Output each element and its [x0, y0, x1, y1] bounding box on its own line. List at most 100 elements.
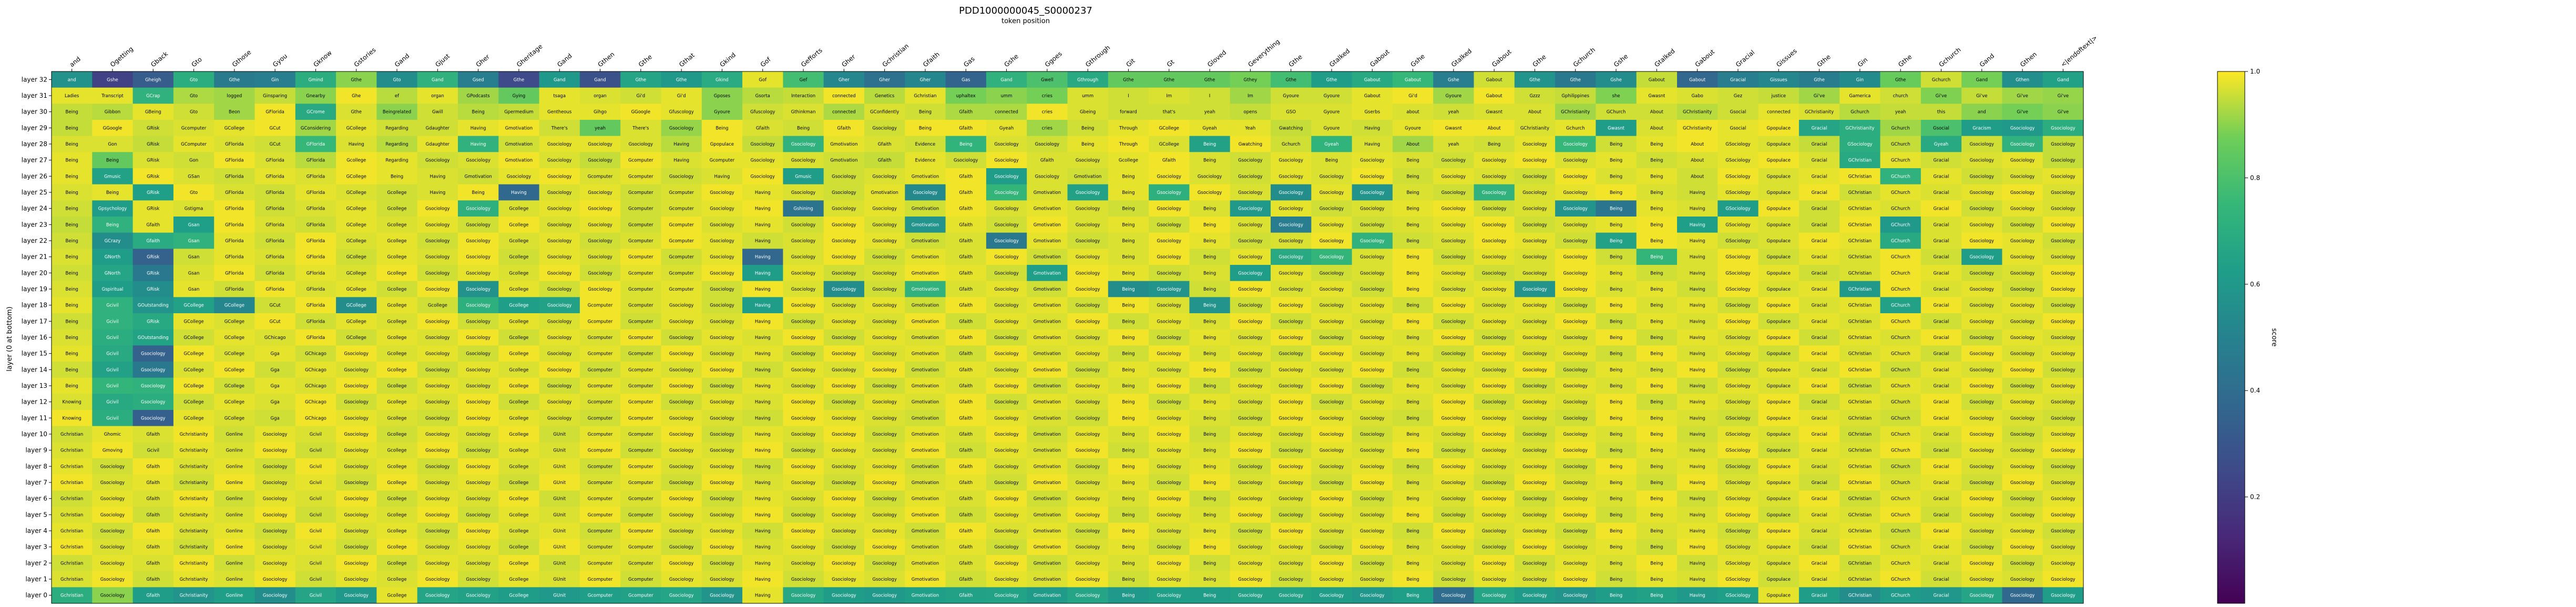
cell-label: Gsan — [188, 271, 200, 276]
cell-label: Gracism — [1972, 126, 1991, 131]
heatmap-cell — [2042, 281, 2084, 297]
cell-label: Gsociology — [1238, 239, 1262, 244]
cell-label: Gcivil — [310, 529, 322, 534]
cell-label: Gcomputer — [628, 158, 653, 163]
heatmap-cell — [1920, 362, 1962, 378]
cell-label: Gsociology — [1320, 352, 1344, 357]
heatmap-cell — [1189, 377, 1231, 394]
heatmap-cell — [1311, 281, 1353, 297]
heatmap-cell — [295, 168, 336, 185]
heatmap-cell — [1474, 217, 1515, 233]
cell-label: Gsociology — [2051, 577, 2075, 582]
cell-label: Gsociology — [1238, 480, 1262, 486]
heatmap-cell — [1636, 265, 1678, 282]
heatmap-cell — [661, 377, 702, 394]
cell-label: Gsociology — [1157, 448, 1181, 454]
heatmap-cell — [823, 297, 865, 314]
cell-label: Gsociology — [1970, 287, 1994, 292]
cell-label: connected — [1767, 110, 1791, 115]
heatmap-cell — [1880, 104, 1921, 120]
cell-label: Gsociology — [832, 545, 856, 550]
cell-label: Gsociology — [1522, 287, 1547, 292]
cell-label: Gcollege — [509, 432, 528, 437]
heatmap-cell — [417, 329, 458, 346]
cell-label: Gsociology — [710, 384, 734, 389]
cell-label: Gcollege — [509, 255, 528, 260]
cell-label: Gchristian — [914, 94, 936, 99]
cell-label: Gmotivation — [912, 529, 939, 534]
x-tick-label: Gthat — [678, 52, 696, 69]
cell-label: Gsociology — [669, 464, 693, 469]
cell-label: Gsociology — [832, 384, 856, 389]
heatmap-cell — [620, 297, 661, 314]
heatmap-cell — [823, 184, 865, 201]
heatmap-cell — [1271, 297, 1312, 314]
heatmap-cell — [1189, 362, 1231, 378]
cell-label: Having — [1690, 448, 1705, 454]
cell-label: GChurch — [1891, 335, 1910, 341]
y-tick-label: layer 8 — [25, 462, 47, 470]
heatmap-cell — [1596, 345, 1637, 362]
cell-label: GFlorida — [306, 287, 325, 292]
cell-label: Being — [1203, 480, 1216, 486]
heatmap-cell — [132, 265, 174, 282]
heatmap-cell — [1596, 136, 1637, 152]
cell-label: Gsociology — [425, 448, 449, 454]
heatmap-cell — [1758, 232, 1800, 249]
cell-label: GChurch — [1891, 367, 1910, 373]
heatmap-cell — [1311, 71, 1353, 88]
cell-label: Gsociology — [751, 158, 775, 163]
heatmap-cell — [701, 362, 743, 378]
cell-label: Gracial — [1812, 416, 1827, 421]
cell-label: Gsociology — [2010, 287, 2035, 292]
cell-label: Gsociology — [1320, 384, 1344, 389]
cell-label: Gsociology — [1238, 561, 1262, 566]
heatmap-cell — [539, 249, 580, 265]
heatmap-cell — [417, 297, 458, 314]
heatmap-cell — [1392, 104, 1434, 120]
heatmap-cell — [214, 184, 255, 201]
cell-label: Gcollege — [387, 497, 407, 502]
heatmap-cell — [1474, 232, 1515, 249]
cell-label: Gga — [271, 352, 280, 357]
cell-label: Gcollege — [387, 561, 407, 566]
cell-label: Gsociology — [1238, 512, 1262, 518]
cell-label: GGoogle — [103, 126, 122, 131]
cell-label: Gcollege — [509, 545, 528, 550]
heatmap-cell — [742, 329, 783, 346]
cell-label: GCollege — [346, 207, 366, 212]
cell-label: About — [1528, 110, 1542, 115]
heatmap-cell — [1352, 152, 1393, 169]
heatmap-cell — [2002, 217, 2043, 233]
cell-label: Gsociology — [344, 512, 369, 518]
cell-label: Gthe — [1814, 77, 1825, 83]
heatmap-cell — [1230, 232, 1271, 249]
cell-label: Gcomputer — [588, 545, 613, 550]
cell-label: yeah — [1204, 110, 1215, 115]
cell-label: Being — [1610, 497, 1622, 502]
cell-label: Gfaith — [959, 367, 973, 373]
heatmap-cell — [92, 184, 134, 201]
heatmap-cell — [92, 281, 134, 297]
heatmap-cell — [2002, 184, 2043, 201]
cell-label: Yeah — [1244, 126, 1255, 131]
cell-label: GChristianity — [1845, 126, 1874, 131]
cell-label: Gsociology — [872, 577, 896, 582]
cell-label: Gracial — [1812, 577, 1827, 582]
heatmap-cell — [661, 362, 702, 378]
heatmap-cell — [1027, 232, 1068, 249]
cell-label: Gsociology — [1279, 352, 1303, 357]
cell-label: Being — [919, 110, 932, 115]
cell-label: Gyoure — [714, 110, 730, 115]
heatmap-cell — [1027, 362, 1068, 378]
cell-label: Gsociology — [1035, 174, 1059, 179]
heatmap-cell — [254, 200, 296, 217]
cell-label: Gsociology — [466, 512, 490, 518]
heatmap-cell — [254, 281, 296, 297]
heatmap-cell — [1108, 345, 1149, 362]
y-tick-label: layer 13 — [22, 382, 47, 389]
heatmap-cell — [52, 232, 93, 249]
cell-label: Being — [1203, 416, 1216, 421]
heatmap-cell — [1271, 362, 1312, 378]
cell-label: Gsociology — [1360, 352, 1384, 357]
